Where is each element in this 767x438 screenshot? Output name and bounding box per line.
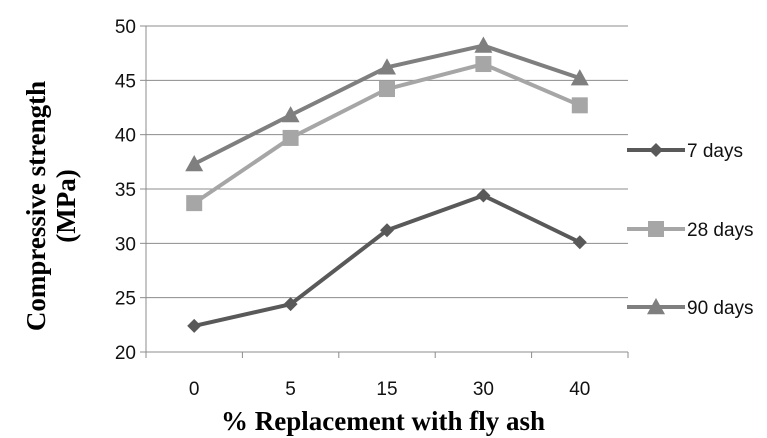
series-line-7-days bbox=[193, 193, 581, 328]
x-tick-label: 0 bbox=[189, 379, 200, 400]
gridlines bbox=[146, 25, 628, 299]
legend-marker bbox=[649, 143, 663, 157]
legend: 7 days 28 days 90 days bbox=[627, 141, 754, 319]
y-tick-label: 50 bbox=[115, 17, 136, 38]
legend-label: 90 days bbox=[687, 298, 754, 319]
y-tick-label: 35 bbox=[115, 180, 136, 201]
data-point-7-days bbox=[572, 235, 587, 250]
data-point-7-days bbox=[187, 318, 202, 333]
data-point-28-days bbox=[475, 56, 492, 73]
data-point-28-days bbox=[571, 97, 588, 114]
y-tick-labels: 20 25 30 35 40 45 50 bbox=[115, 17, 136, 364]
x-axis-title: % Replacement with fly ash bbox=[221, 406, 545, 436]
legend-label: 7 days bbox=[687, 141, 743, 162]
x-tick-label: 30 bbox=[473, 379, 494, 400]
x-tick-label: 15 bbox=[376, 379, 397, 400]
data-point-28-days bbox=[379, 81, 395, 98]
data-point-7-days bbox=[380, 223, 394, 238]
data-point-90-days bbox=[378, 58, 396, 75]
y-tick-label: 40 bbox=[115, 126, 136, 147]
series bbox=[185, 36, 589, 333]
y-tick-label: 25 bbox=[115, 289, 136, 310]
axes bbox=[140, 25, 629, 358]
data-point-90-days bbox=[474, 36, 493, 53]
legend-marker bbox=[647, 298, 665, 315]
data-point-28-days bbox=[282, 129, 299, 146]
x-tick-labels: 0 5 15 30 40 bbox=[189, 379, 590, 400]
y-tick-label: 45 bbox=[115, 71, 136, 92]
data-point-7-days bbox=[476, 188, 491, 203]
data-point-28-days bbox=[186, 195, 203, 212]
y-tick-label: 30 bbox=[115, 234, 136, 255]
data-point-90-days bbox=[570, 69, 589, 86]
data-point-90-days bbox=[185, 155, 204, 172]
x-tick-label: 5 bbox=[285, 379, 296, 400]
x-tick-label: 40 bbox=[569, 379, 590, 400]
y-tick-label: 20 bbox=[115, 343, 136, 364]
data-point-90-days bbox=[281, 106, 300, 123]
y-axis-title-line2: (MPa) bbox=[51, 169, 81, 242]
legend-label: 28 days bbox=[687, 220, 754, 241]
data-point-7-days bbox=[283, 297, 298, 312]
legend-marker bbox=[648, 221, 664, 237]
y-axis-title-line1: Compressive strength bbox=[21, 81, 51, 331]
